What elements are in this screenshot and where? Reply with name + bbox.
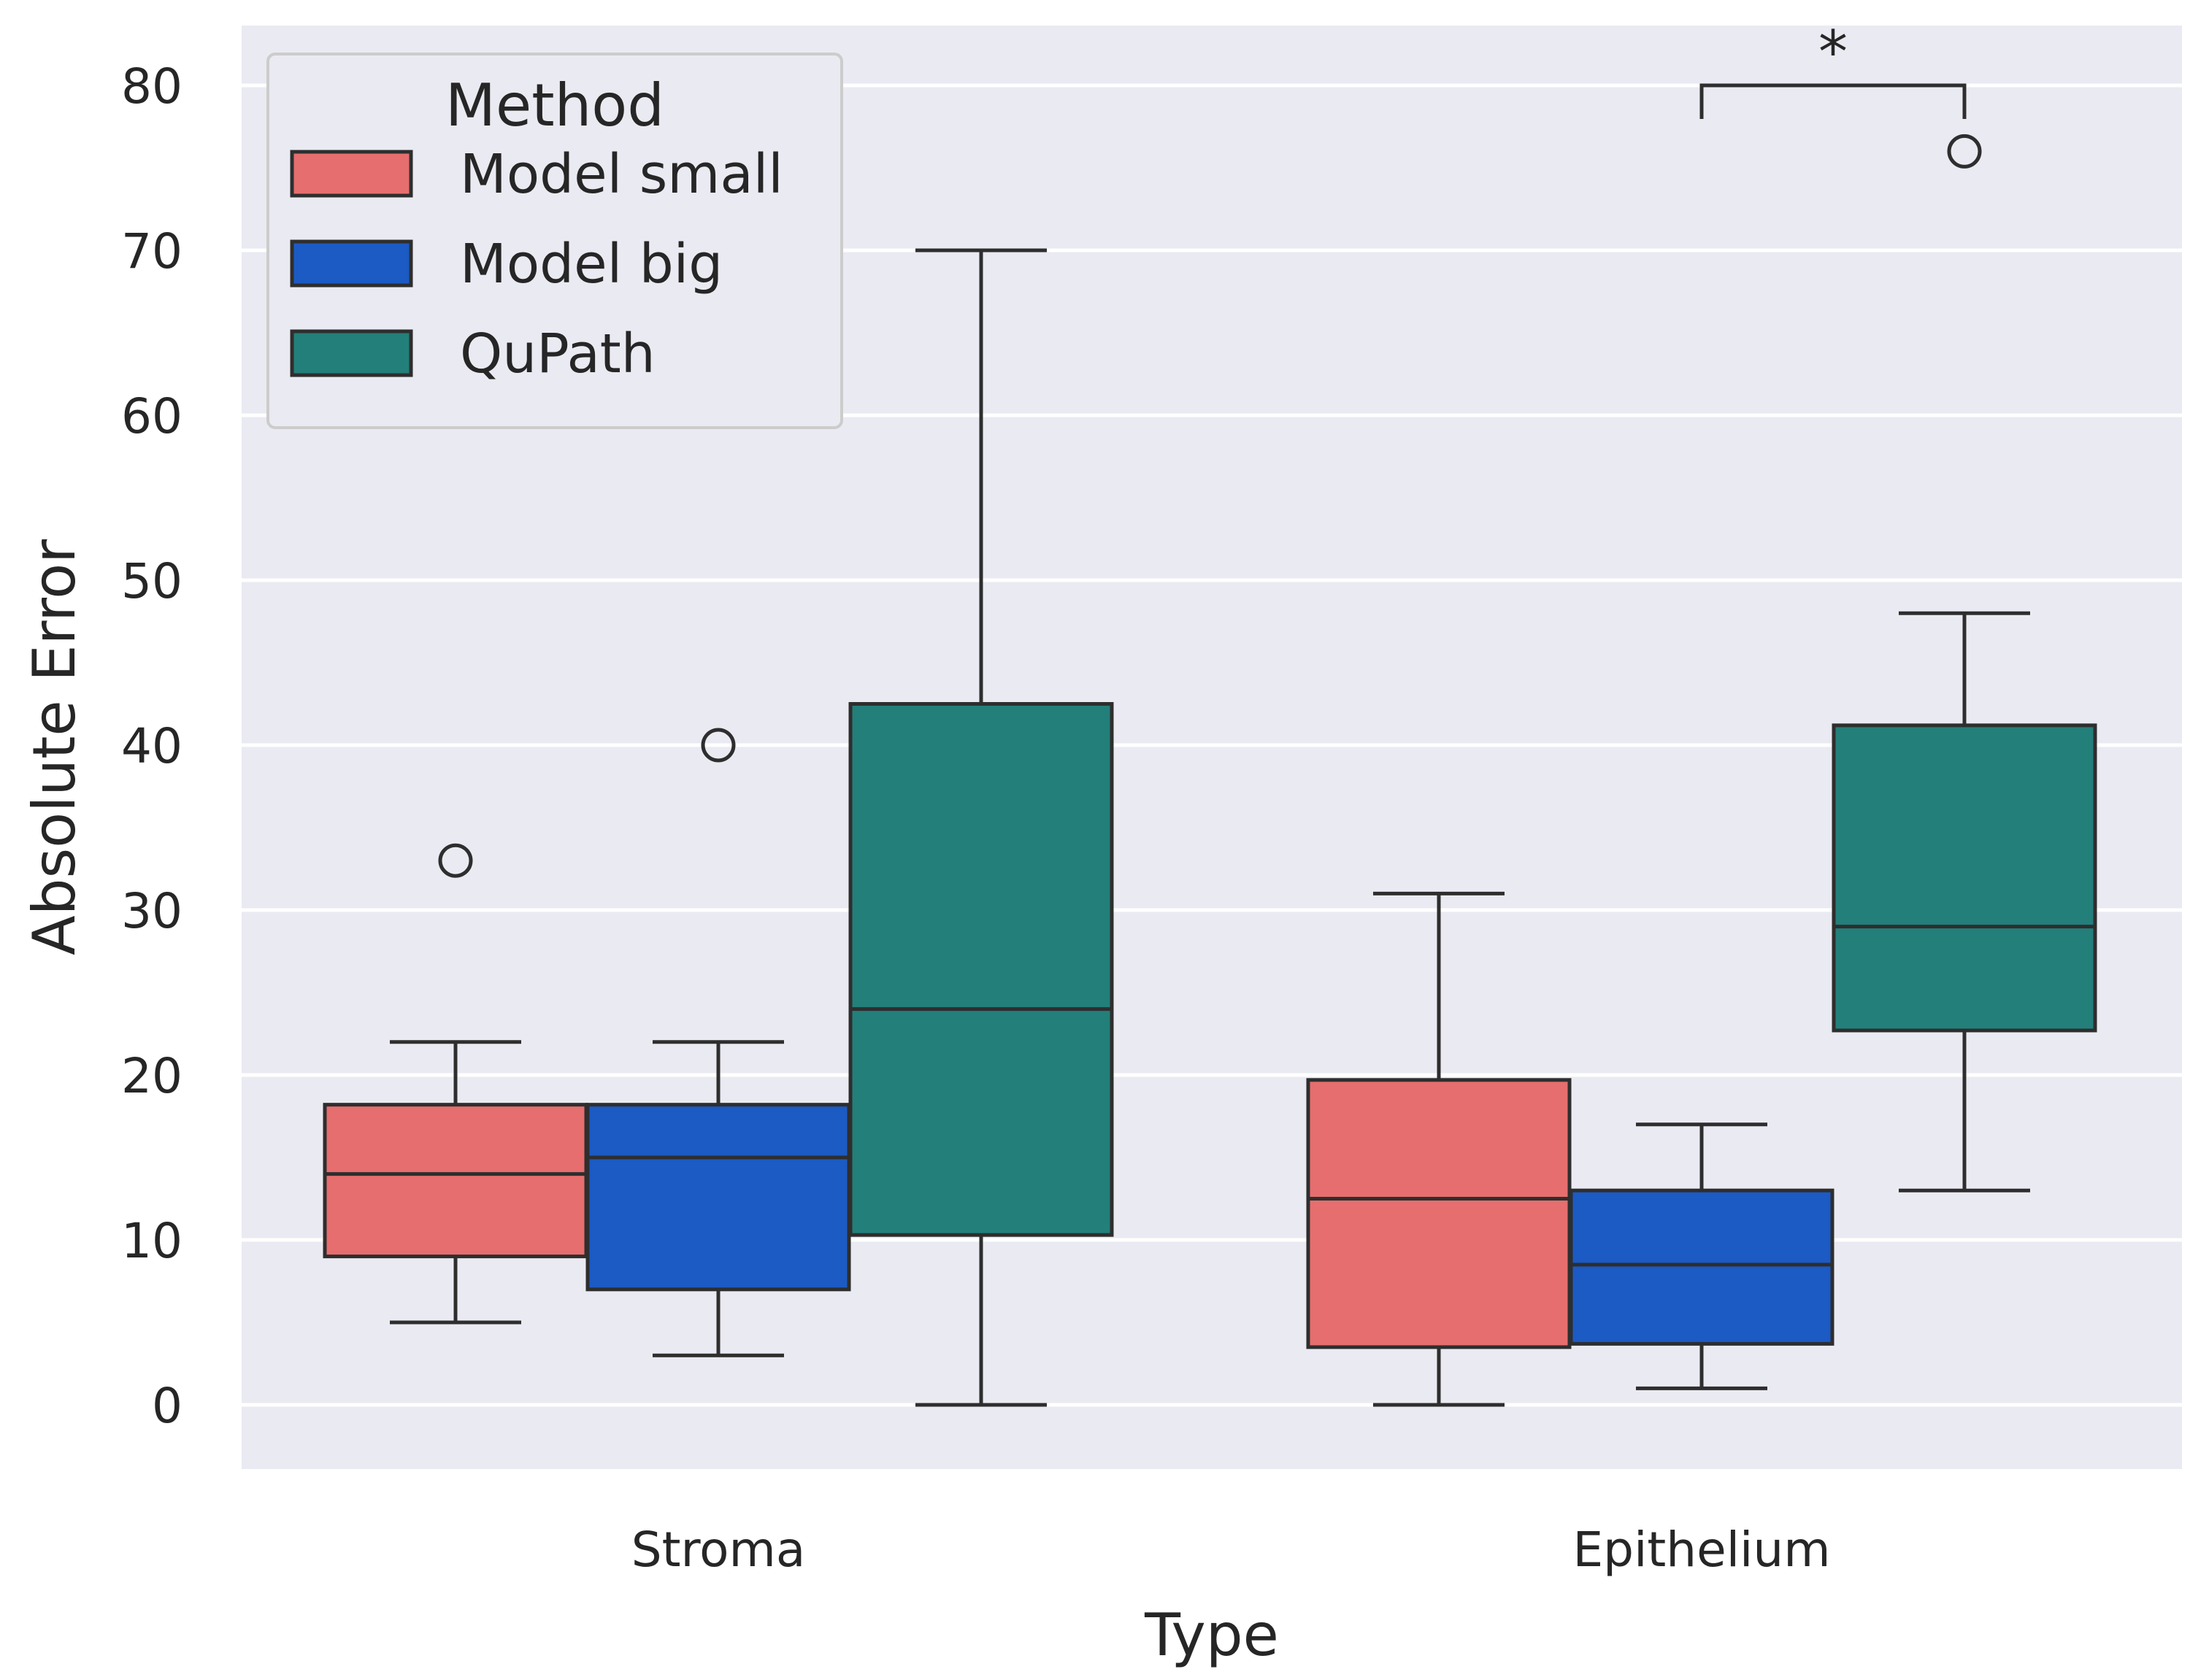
legend-swatch-model-big	[290, 239, 413, 288]
box-qupath-epithelium	[1832, 134, 2097, 1192]
legend-swatch-model-small	[290, 150, 413, 198]
significance-annotations: *	[1699, 18, 1967, 119]
x-axis-ticks: Stroma Epithelium	[631, 1522, 1831, 1578]
legend-items: Model small Model big QuPath	[290, 143, 783, 385]
x-tick-label-stroma: Stroma	[631, 1522, 806, 1578]
y-tick-label-10: 10	[121, 1213, 182, 1269]
box-iqr	[1832, 723, 2097, 1033]
x-tick-label-epithelium: Epithelium	[1572, 1522, 1830, 1578]
significance-label: *	[1818, 18, 1848, 86]
legend-label-model-small: Model small	[460, 143, 783, 206]
y-tick-label-70: 70	[121, 223, 182, 280]
y-axis-ticks: 0 10 20 30 40 50 60 70 80	[121, 58, 182, 1434]
significance-bracket	[1699, 83, 1967, 119]
box-iqr	[585, 1103, 851, 1292]
box-model-big-stroma	[585, 728, 851, 1357]
y-tick-label-60: 60	[121, 388, 182, 444]
outlier-point	[438, 843, 473, 878]
y-tick-label-50: 50	[121, 553, 182, 609]
box-iqr	[848, 702, 1114, 1237]
box-model-big-epithelium	[1569, 1122, 1834, 1390]
box-iqr	[323, 1103, 588, 1259]
y-tick-label-30: 30	[121, 883, 182, 939]
y-axis-title: Absolute Error	[20, 539, 88, 955]
boxes-layer	[323, 134, 2097, 1407]
y-tick-label-80: 80	[121, 58, 182, 115]
legend-label-model-big: Model big	[460, 233, 723, 296]
outlier-point	[701, 728, 736, 763]
box-model-small-stroma	[323, 843, 588, 1325]
legend-swatch-qupath	[290, 329, 413, 377]
box-iqr	[1569, 1188, 1834, 1346]
y-tick-label-20: 20	[121, 1048, 182, 1104]
outlier-point	[1947, 134, 1982, 169]
legend-title: Method	[445, 72, 664, 139]
box-model-small-epithelium	[1306, 891, 1572, 1407]
legend: Method Model small Model big QuPath	[266, 53, 843, 429]
x-axis-title: Type	[1144, 1601, 1279, 1669]
box-qupath-stroma	[848, 248, 1114, 1407]
box-iqr	[1306, 1078, 1572, 1349]
y-tick-label-0: 0	[152, 1378, 182, 1434]
y-tick-label-40: 40	[121, 718, 182, 774]
legend-label-qupath: QuPath	[460, 323, 656, 385]
